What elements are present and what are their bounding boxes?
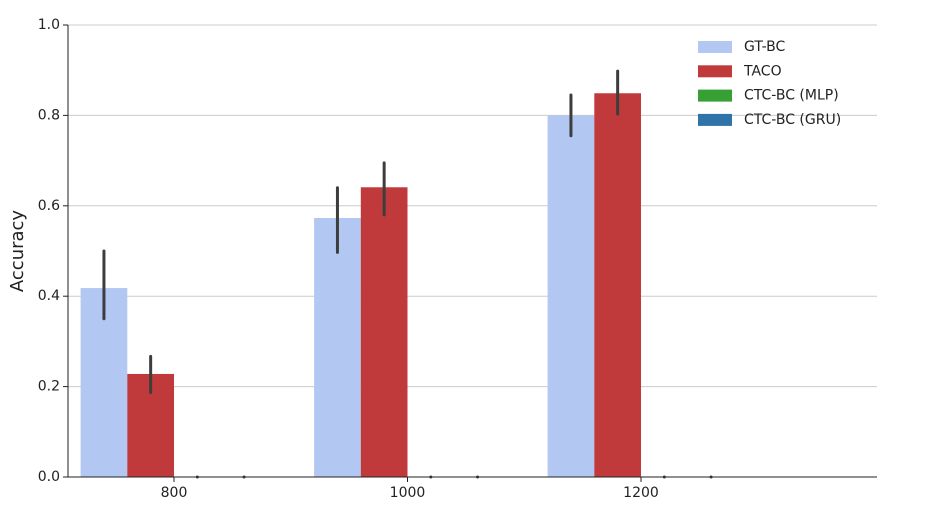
legend-label: CTC-BC (MLP) <box>744 88 839 104</box>
y-tick-label: 0.8 <box>38 107 60 123</box>
y-tick-label: 1.0 <box>38 17 60 33</box>
y-tick-label: 0.0 <box>38 469 60 485</box>
y-tick-label: 0.4 <box>38 288 60 304</box>
y-axis-label: Accuracy <box>7 210 28 293</box>
legend-swatch <box>698 113 732 126</box>
bar <box>314 218 361 477</box>
legend-label: GT-BC <box>744 39 786 55</box>
legend-label: TACO <box>743 63 782 79</box>
y-tick-label: 0.2 <box>38 379 60 395</box>
x-tick-label: 1200 <box>623 485 659 501</box>
x-tick-label: 800 <box>161 485 188 501</box>
bar <box>360 187 408 477</box>
legend-swatch <box>698 89 732 102</box>
legend-swatch <box>698 65 732 78</box>
y-tick-label: 0.6 <box>38 198 60 214</box>
legend-swatch <box>698 41 732 53</box>
x-tick-label: 1000 <box>390 485 426 501</box>
bar <box>547 115 595 478</box>
legend-label: CTC-BC (GRU) <box>744 112 841 128</box>
bar <box>594 93 641 477</box>
